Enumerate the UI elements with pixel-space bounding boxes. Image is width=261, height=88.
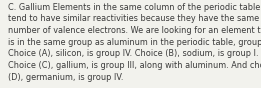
Text: C. Gallium Elements in the same column of the periodic table
tend to have simila: C. Gallium Elements in the same column o… — [8, 3, 261, 82]
